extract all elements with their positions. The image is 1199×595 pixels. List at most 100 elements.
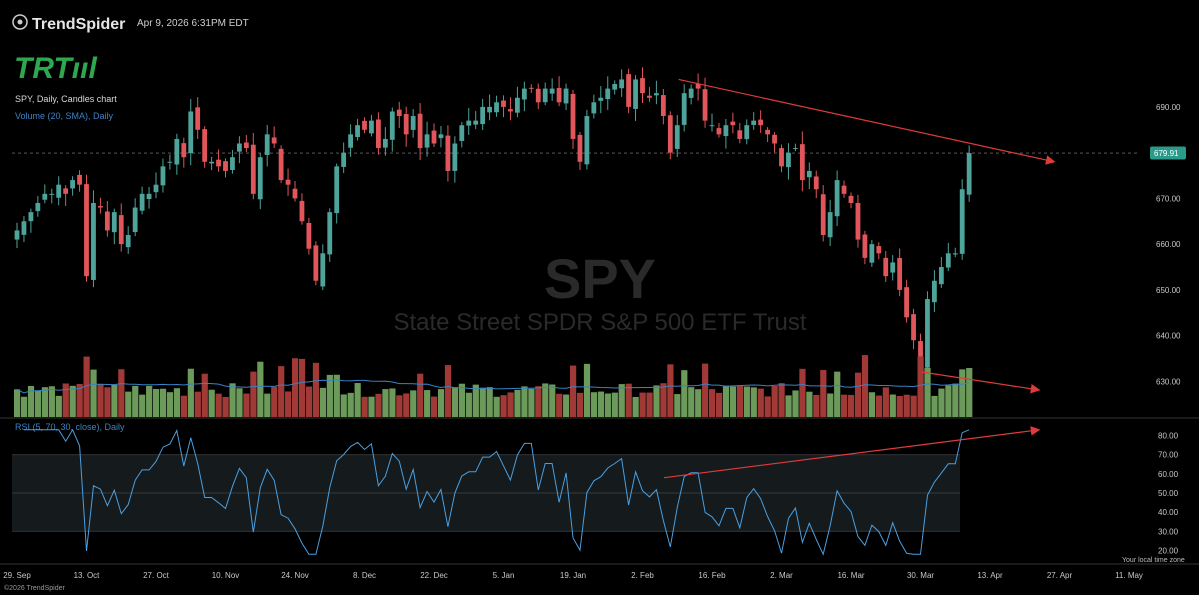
- timestamp: Apr 9, 2026 6:31PM EDT: [137, 18, 249, 29]
- watermark: SPY State Street SPDR S&P 500 ETF Trust: [393, 247, 806, 336]
- volume-bar: [861, 355, 869, 417]
- volume-bar: [417, 373, 424, 417]
- candle: [403, 114, 409, 135]
- volume-bar: [834, 371, 841, 417]
- rsi-tick-label: 80.00: [1158, 432, 1179, 441]
- volume-bar: [903, 394, 910, 417]
- candle: [146, 193, 152, 199]
- candle: [389, 111, 395, 140]
- candle: [758, 119, 764, 126]
- volume-bar: [354, 383, 361, 417]
- price-tick-label: 660.00: [1156, 240, 1181, 249]
- brand-name: TrendSpider: [32, 16, 125, 33]
- trt-logo: TRTııl: [14, 52, 97, 85]
- candle: [278, 148, 284, 181]
- candle: [591, 102, 597, 114]
- candle: [320, 253, 326, 287]
- candle: [63, 188, 69, 194]
- candle: [848, 195, 854, 203]
- candle: [480, 106, 486, 125]
- volume-bar: [632, 396, 639, 417]
- volume-label: Volume (20, SMA), Daily: [15, 111, 114, 121]
- volume-bar: [382, 389, 389, 417]
- candle: [125, 235, 131, 248]
- volume-bar: [375, 393, 382, 417]
- volume-bar: [125, 391, 132, 417]
- candle: [216, 159, 221, 167]
- candle: [209, 161, 214, 164]
- volume-bar: [521, 386, 528, 417]
- volume-bar: [729, 386, 737, 417]
- candle: [660, 95, 666, 117]
- candle: [925, 299, 930, 368]
- candle: [765, 129, 770, 135]
- candle: [841, 185, 847, 194]
- x-tick-label: 11. May: [1115, 571, 1143, 580]
- volume-bar: [889, 394, 896, 417]
- volume-bar: [917, 356, 924, 417]
- candle: [827, 212, 833, 238]
- candle: [132, 207, 138, 233]
- x-tick-label: 27. Apr: [1047, 571, 1073, 580]
- volume-bar: [312, 362, 320, 417]
- x-tick-label: 24. Nov: [281, 571, 309, 580]
- candle: [334, 166, 340, 214]
- candle: [911, 314, 916, 341]
- candle: [549, 88, 555, 94]
- candle: [49, 193, 55, 195]
- volume-bar: [931, 395, 938, 417]
- chart-title: SPY, Daily, Candles chart: [15, 94, 117, 104]
- rsi-label: RSI (5, 70, 30, close), Daily: [15, 422, 125, 432]
- candle: [70, 180, 75, 189]
- candle: [501, 100, 506, 107]
- candle: [855, 203, 861, 240]
- volume-bar: [132, 385, 139, 417]
- volume-bar: [827, 393, 834, 417]
- x-tick-label: 27. Oct: [143, 571, 170, 580]
- candle: [452, 143, 458, 171]
- rsi-bands: [12, 454, 960, 532]
- candle: [528, 87, 534, 89]
- volume-bar: [486, 387, 493, 417]
- x-tick-label: 13. Oct: [74, 571, 101, 580]
- volume-bar: [910, 395, 917, 417]
- volume-bar: [236, 388, 243, 417]
- volume-bar: [959, 369, 966, 417]
- x-tick-label: 29. Sep: [3, 571, 31, 580]
- volume-bar: [806, 391, 813, 417]
- volume-bar: [187, 368, 194, 417]
- candle: [605, 88, 611, 100]
- volume-bar: [153, 388, 160, 417]
- candle: [932, 280, 937, 303]
- candle: [431, 130, 437, 144]
- candle: [647, 95, 652, 98]
- candle: [292, 188, 298, 199]
- candle: [744, 125, 750, 140]
- timezone-note: Your local time zone: [1122, 557, 1185, 564]
- candle: [56, 184, 62, 198]
- candle: [487, 106, 492, 113]
- x-tick-label: 16. Feb: [698, 571, 726, 580]
- candle: [285, 179, 291, 185]
- candle: [890, 262, 896, 273]
- candle: [945, 253, 951, 268]
- candle: [243, 142, 249, 149]
- volume-bar: [966, 367, 973, 417]
- candle: [640, 78, 645, 94]
- volume-bar: [340, 394, 347, 417]
- candle: [410, 116, 416, 130]
- volume-bar: [938, 388, 945, 417]
- candle: [438, 134, 444, 139]
- volume-bar: [55, 395, 62, 417]
- candle: [104, 211, 110, 231]
- volume-bar: [896, 396, 903, 417]
- candle: [723, 125, 729, 137]
- candle: [306, 222, 312, 249]
- volume-bar: [243, 393, 250, 417]
- volume-bar: [347, 392, 354, 417]
- candle: [654, 93, 659, 96]
- x-tick-label: 8. Dec: [353, 571, 376, 580]
- rsi-tick-label: 60.00: [1158, 470, 1179, 479]
- candle: [772, 134, 777, 144]
